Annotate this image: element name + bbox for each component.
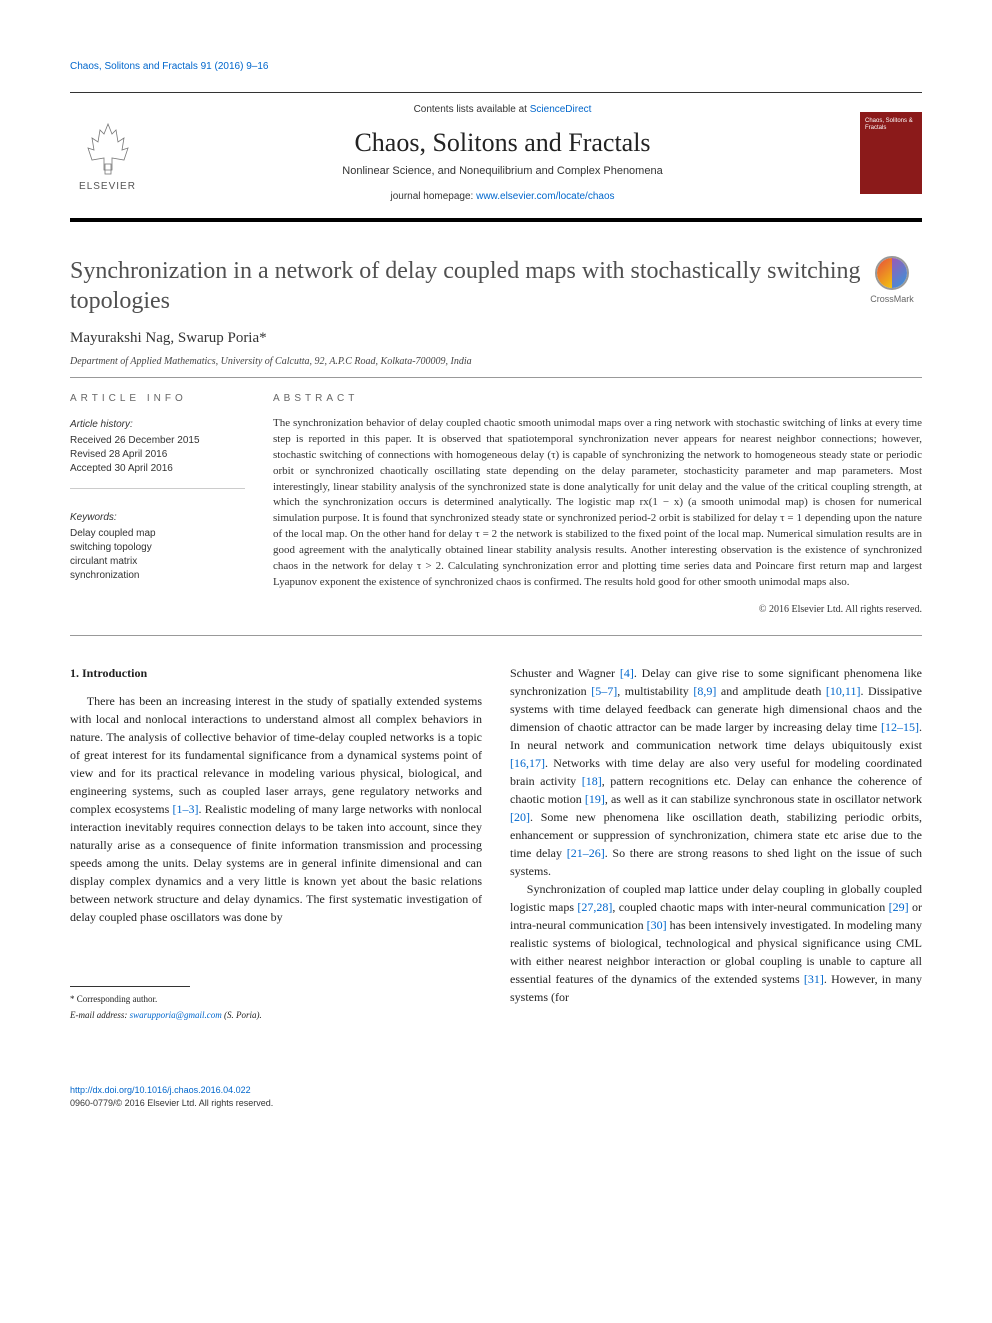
c2p1d: and amplitude death	[716, 684, 826, 698]
elsevier-logo: ELSEVIER	[70, 112, 145, 194]
abstract: ABSTRACT The synchronization behavior of…	[273, 392, 922, 617]
affiliation: Department of Applied Mathematics, Unive…	[70, 355, 862, 369]
intro-p1: There has been an increasing interest in…	[70, 692, 482, 926]
keyword-3: circulant matrix	[70, 555, 245, 569]
abstract-text: The synchronization behavior of delay co…	[273, 416, 922, 591]
ref-1-3[interactable]: [1–3]	[173, 802, 199, 816]
issn-line: 0960-0779/© 2016 Elsevier Ltd. All right…	[70, 1097, 922, 1110]
keyword-4: synchronization	[70, 569, 245, 583]
crossmark-icon	[875, 256, 909, 290]
accepted-date: Accepted 30 April 2016	[70, 462, 245, 476]
journal-subtitle: Nonlinear Science, and Nonequilibrium an…	[163, 164, 842, 179]
ref-10-11[interactable]: [10,11]	[826, 684, 861, 698]
journal-name: Chaos, Solitons and Fractals	[163, 125, 842, 161]
homepage-line: journal homepage: www.elsevier.com/locat…	[163, 190, 842, 204]
homepage-prefix: journal homepage:	[390, 191, 476, 202]
revised-date: Revised 28 April 2016	[70, 448, 245, 462]
elsevier-wordmark: ELSEVIER	[79, 180, 136, 194]
ref-4[interactable]: [4]	[620, 666, 634, 680]
info-heading: ARTICLE INFO	[70, 392, 245, 406]
ref-27-28[interactable]: [27,28]	[577, 900, 612, 914]
corr-text: Corresponding author.	[75, 994, 158, 1004]
email-line: E-mail address: swarupporia@gmail.com (S…	[70, 1009, 482, 1023]
ref-31[interactable]: [31]	[804, 972, 824, 986]
abstract-heading: ABSTRACT	[273, 392, 922, 406]
email-suffix: (S. Poria).	[222, 1010, 262, 1020]
intro-p1b: . Realistic modeling of many large netwo…	[70, 802, 482, 924]
ref-18[interactable]: [18]	[582, 774, 602, 788]
contents-prefix: Contents lists available at	[414, 104, 530, 115]
author-names: Mayurakshi Nag, Swarup Poria	[70, 330, 259, 346]
corr-marker: *	[259, 330, 267, 346]
col2-p2: Synchronization of coupled map lattice u…	[510, 880, 922, 1006]
doi-link[interactable]: http://dx.doi.org/10.1016/j.chaos.2016.0…	[70, 1085, 251, 1095]
footnote-rule	[70, 986, 190, 987]
authors: Mayurakshi Nag, Swarup Poria*	[70, 328, 862, 349]
ref-29[interactable]: [29]	[889, 900, 909, 914]
ref-19[interactable]: [19]	[585, 792, 605, 806]
email-label: E-mail address:	[70, 1010, 130, 1020]
cover-thumb-text: Chaos, Solitons & Fractals	[865, 118, 922, 131]
body-col-left: 1. Introduction There has been an increa…	[70, 664, 482, 1022]
ref-12-15[interactable]: [12–15]	[881, 720, 919, 734]
abstract-copyright: © 2016 Elsevier Ltd. All rights reserved…	[273, 603, 922, 617]
homepage-link[interactable]: www.elsevier.com/locate/chaos	[476, 191, 614, 202]
breadcrumb: Chaos, Solitons and Fractals 91 (2016) 9…	[70, 60, 922, 74]
ref-5-7[interactable]: [5–7]	[591, 684, 617, 698]
c2p1c: , multistability	[617, 684, 693, 698]
keyword-2: switching topology	[70, 541, 245, 555]
keyword-1: Delay coupled map	[70, 527, 245, 541]
ref-20[interactable]: [20]	[510, 810, 530, 824]
ref-16-17[interactable]: [16,17]	[510, 756, 545, 770]
keywords-label: Keywords:	[70, 511, 245, 525]
ref-30[interactable]: [30]	[647, 918, 667, 932]
received-date: Received 26 December 2015	[70, 434, 245, 448]
journal-header: ELSEVIER Contents lists available at Sci…	[70, 92, 922, 222]
elsevier-tree-icon	[80, 120, 136, 176]
contents-line: Contents lists available at ScienceDirec…	[163, 103, 842, 117]
history-label: Article history:	[70, 418, 245, 432]
crossmark-label: CrossMark	[862, 293, 922, 306]
c2p2b: , coupled chaotic maps with inter-neural…	[612, 900, 888, 914]
journal-cover-thumb: Chaos, Solitons & Fractals	[860, 112, 922, 194]
ref-21-26[interactable]: [21–26]	[567, 846, 605, 860]
c2p1a: Schuster and Wagner	[510, 666, 620, 680]
intro-heading: 1. Introduction	[70, 664, 482, 682]
corresponding-author: * Corresponding author.	[70, 993, 482, 1007]
sciencedirect-link[interactable]: ScienceDirect	[530, 104, 592, 115]
col2-p1: Schuster and Wagner [4]. Delay can give …	[510, 664, 922, 880]
body-columns: 1. Introduction There has been an increa…	[70, 664, 922, 1022]
article-title: Synchronization in a network of delay co…	[70, 256, 862, 316]
email-link[interactable]: swarupporia@gmail.com	[130, 1010, 222, 1020]
page-footer: http://dx.doi.org/10.1016/j.chaos.2016.0…	[70, 1062, 922, 1109]
c2p1i: , as well as it can stabilize synchronou…	[605, 792, 922, 806]
intro-p1a: There has been an increasing interest in…	[70, 694, 482, 816]
crossmark-badge[interactable]: CrossMark	[862, 256, 922, 306]
ref-8-9[interactable]: [8,9]	[693, 684, 716, 698]
body-col-right: Schuster and Wagner [4]. Delay can give …	[510, 664, 922, 1022]
article-info: ARTICLE INFO Article history: Received 2…	[70, 392, 245, 617]
